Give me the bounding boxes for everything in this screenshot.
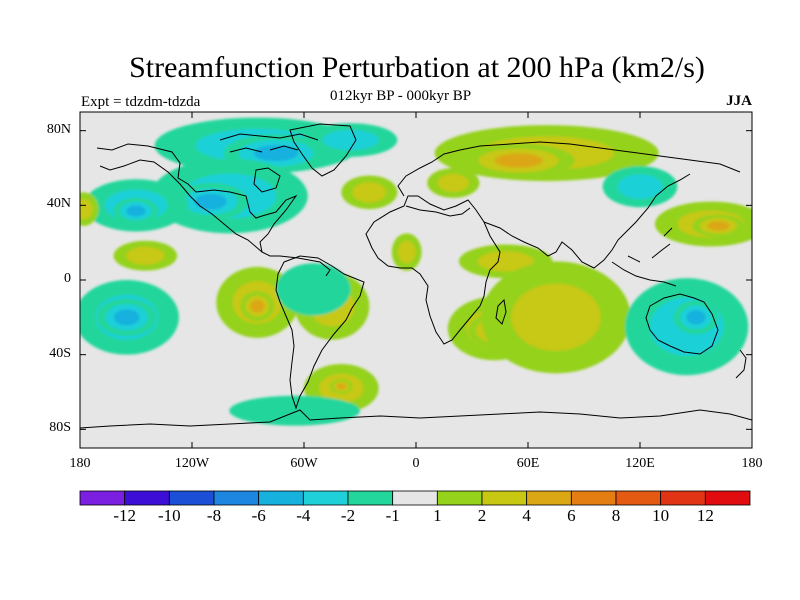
contour-europe-positive-band-1 — [437, 173, 470, 192]
coastline-hudson-bay — [253, 167, 281, 193]
coastline-australia — [645, 293, 719, 355]
contour-australia-core-band-2 — [686, 310, 706, 325]
contour-southern-ocean-atlantic-core-band-2 — [336, 383, 347, 390]
lon-label: 120E — [625, 456, 655, 471]
colorbar-label: 10 — [652, 506, 670, 525]
colorbar-box — [526, 490, 572, 506]
map-title: Streamfunction Perturbation at 200 hPa (… — [129, 51, 705, 84]
colorbar-box — [436, 490, 483, 506]
coastline-arctic-islands — [219, 133, 319, 153]
contour-tropical-atlantic-positive-band-1 — [397, 240, 416, 264]
contour-north-africa-positive-band-1 — [477, 251, 534, 272]
coastline-greenland — [289, 123, 357, 177]
contour-north-pacific-core-band-2 — [126, 205, 146, 217]
lon-label: 180 — [741, 456, 763, 471]
coastline-southeast-asia — [611, 227, 677, 287]
contour-tropical-pacific-positive-band-1 — [126, 246, 165, 265]
lon-label: 60E — [516, 456, 540, 471]
colorbar-box — [124, 490, 170, 506]
colorbar-box — [213, 490, 260, 506]
contour-south-pacific-core-band-2 — [113, 309, 140, 326]
coastline-madagascar — [495, 298, 507, 325]
colorbar-label: 2 — [477, 506, 487, 525]
contour-south-atlantic-negative — [276, 263, 351, 316]
coastline-south-america — [275, 255, 365, 410]
colorbar-label: -2 — [340, 506, 356, 525]
coastline-europe-africa — [365, 195, 501, 345]
colorbar-label: -1 — [385, 506, 400, 525]
colorbar-box — [615, 490, 662, 506]
colorbar-label: -4 — [296, 506, 311, 525]
contour-dateline-positive-n-band-1 — [80, 198, 93, 220]
coastline-mediterranean — [405, 205, 471, 217]
colorbar-label: 1 — [433, 506, 442, 525]
colorbar-box — [570, 490, 617, 506]
contour-arctic-canada-core-band-2 — [253, 145, 299, 162]
axis-ticks — [79, 112, 753, 448]
season-label: JJA — [726, 93, 752, 109]
colorbar-label: -10 — [157, 506, 181, 525]
colorbar-box — [704, 490, 751, 506]
colorbar-box — [168, 490, 215, 506]
contour-atlantic-positive-n-band-1 — [352, 182, 387, 203]
colorbar-box — [481, 490, 528, 506]
coastline-eurasia — [397, 141, 741, 269]
colorbar-label: -6 — [251, 506, 266, 525]
lat-label: 80S — [49, 420, 71, 436]
colorbar-box — [660, 490, 706, 506]
lon-label: 120W — [174, 456, 210, 471]
coastline-north-america — [96, 143, 331, 277]
map-subtitle: 012kyr BP - 000kyr BP — [330, 88, 472, 104]
lat-label: 40S — [49, 345, 71, 361]
colorbar-label: 12 — [696, 506, 714, 525]
colorbar-box — [302, 490, 349, 506]
coastline-new-zealand — [735, 349, 747, 379]
lat-label: 80N — [46, 121, 71, 137]
lat-label: 0 — [64, 271, 71, 286]
colorbar-label: -12 — [113, 506, 136, 525]
contour-north-america-core-band-2 — [194, 193, 227, 210]
coastline-antarctica — [80, 409, 752, 429]
colorbar-box — [258, 490, 304, 506]
experiment-label: Expt = tdzdm-tdzda — [81, 94, 201, 110]
coastlines — [80, 123, 752, 429]
lat-label: 40N — [46, 196, 71, 212]
contour-east-asia-negative-band-1 — [617, 174, 663, 199]
colorbar-label: 4 — [522, 506, 531, 525]
colorbar-box — [79, 490, 126, 506]
colorbar-label: 8 — [611, 506, 621, 525]
contour-south-america-core-band-2 — [250, 299, 265, 313]
lon-label: 60W — [290, 456, 318, 471]
contour-eurasia-core-band-2 — [494, 153, 543, 168]
contour-greenland-negative-band-1 — [322, 129, 379, 151]
colorbar-box — [392, 490, 438, 506]
contour-west-pacific-core-band-2 — [707, 221, 730, 231]
lon-label: 0 — [412, 456, 420, 471]
contour-indian-ocean-positive-band-1 — [511, 283, 601, 351]
colorbar — [79, 490, 751, 506]
colorbar-label: -8 — [206, 506, 222, 525]
colorbar-label: 6 — [567, 506, 576, 525]
colorbar-box — [347, 490, 394, 506]
lon-label: 180 — [69, 456, 91, 471]
contour-southern-ocean-negative — [229, 395, 360, 426]
